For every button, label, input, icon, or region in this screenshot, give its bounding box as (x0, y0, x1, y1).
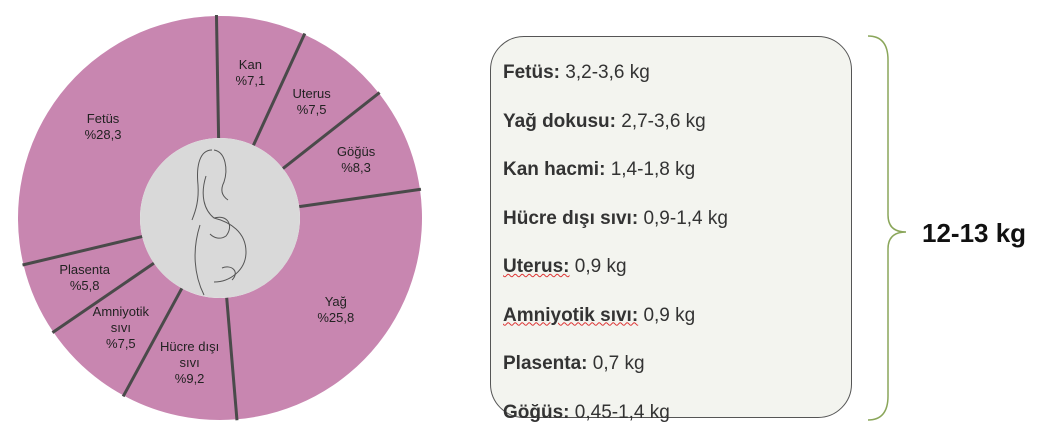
category-label: Amniyotik sıvı (83, 304, 159, 336)
category-label: Fetüs (65, 111, 141, 127)
category-label: Yağ (298, 294, 374, 310)
category-label: Kan (212, 57, 288, 73)
item-value: 0,45-1,4 kg (575, 402, 670, 423)
brace (868, 36, 906, 420)
box-item: Göğüs: 0,45-1,4 kg (503, 399, 851, 447)
slice-label: Plasenta%5,8 (47, 262, 123, 294)
total: 12-13 kg (922, 218, 1026, 249)
item-value: 0,9-1,4 kg (643, 208, 728, 229)
box-item: Plasenta: 0,7 kg (503, 350, 851, 399)
item-label: Hücre dışı sıvı: (503, 208, 638, 229)
box-item: Yağ dokusu: 2,7-3,6 kg (503, 108, 851, 157)
category-label: Uterus (274, 86, 350, 102)
item-label: Kan hacmi: (503, 159, 605, 180)
item-value: 0,9 kg (575, 256, 627, 277)
category-label: Göğüs (318, 144, 394, 160)
item-label: Yağ dokusu: (503, 111, 616, 132)
box-item: Kan hacmi: 1,4-1,8 kg (503, 156, 851, 205)
item-value: 1,4-1,8 kg (611, 159, 696, 180)
slice-label: Uterus%7,5 (274, 86, 350, 118)
value-label: %9,2 (152, 371, 228, 387)
category-label: Hücre dışı sıvı (152, 339, 228, 371)
center-circle (140, 138, 300, 298)
value-label: %5,8 (47, 278, 123, 294)
box-item: Uterus: 0,9 kg (503, 253, 851, 302)
slice-label: Fetüs%28,3 (65, 111, 141, 143)
item-value: 0,7 kg (593, 353, 645, 374)
box-item: Hücre dışı sıvı: 0,9-1,4 kg (503, 205, 851, 254)
item-value: 2,7-3,6 kg (621, 111, 706, 132)
value-label: %8,3 (318, 160, 394, 176)
item-label: Fetüs: (503, 62, 560, 83)
value-label: %28,3 (65, 127, 141, 143)
value-label: %25,8 (298, 310, 374, 326)
item-label: Plasenta: (503, 353, 587, 374)
item-label: Uterus: (503, 256, 570, 277)
value-label: %7,5 (274, 102, 350, 118)
item-value: 0,9 kg (643, 305, 695, 326)
item-label: Amniyotik sıvı: (503, 305, 638, 326)
slice-label: Yağ%25,8 (298, 294, 374, 326)
box-item: Fetüs: 3,2-3,6 kg (503, 59, 851, 108)
box-item: Amniyotik sıvı: 0,9 kg (503, 302, 851, 351)
slice-label: Göğüs%8,3 (318, 144, 394, 176)
slice-label: Amniyotik sıvı%7,5 (83, 304, 159, 352)
item-label: Göğüs: (503, 402, 570, 423)
slice-label: Hücre dışı sıvı%9,2 (152, 339, 228, 387)
value-label: %7,5 (83, 336, 159, 352)
category-label: Plasenta (47, 262, 123, 278)
slice-label: Kan%7,1 (212, 57, 288, 89)
item-value: 3,2-3,6 kg (565, 62, 650, 83)
